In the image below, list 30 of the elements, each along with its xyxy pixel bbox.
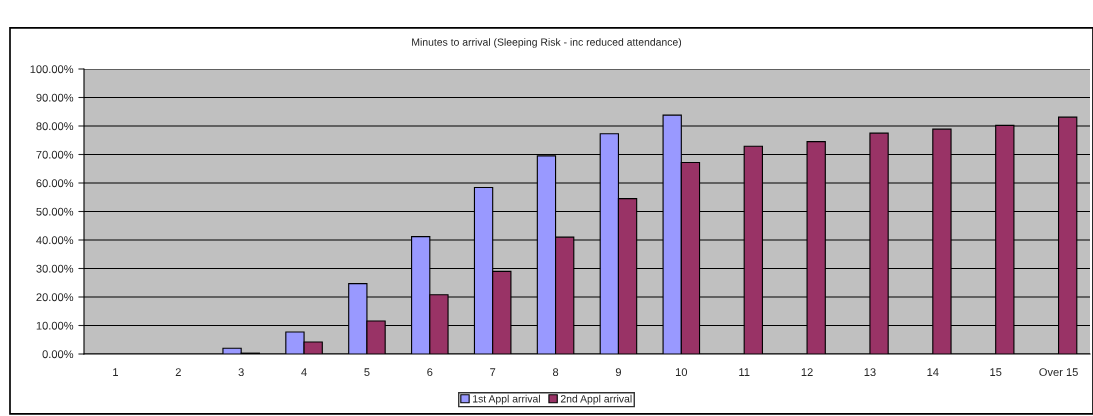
y-tick-label: 80.00% [36, 122, 74, 131]
x-tick-label: 9 [615, 368, 621, 377]
y-tick-label: 20.00% [36, 293, 74, 302]
y-tick-label: 70.00% [36, 150, 74, 159]
y-tick-label: 30.00% [36, 264, 74, 273]
legend-label: 1st Appl arrival [473, 394, 540, 405]
x-tick-label: 2 [175, 368, 181, 376]
y-tick-label: 90.00% [36, 93, 74, 102]
x-tick-label: 7 [490, 368, 496, 376]
x-tick-label: 11 [739, 368, 750, 376]
x-tick-label: 10 [675, 368, 688, 377]
y-tick-label: 100.00% [30, 65, 74, 74]
y-tick-label: 60.00% [36, 179, 74, 188]
x-tick-label: Over 15 [1039, 368, 1078, 377]
y-tick-label: 0.00% [42, 350, 74, 359]
y-tick-label: 10.00% [36, 321, 74, 330]
x-tick-label: 8 [552, 368, 559, 377]
y-tick-label: 40.00% [36, 236, 74, 245]
x-tick-label: 12 [801, 368, 813, 376]
x-tick-label: 14 [927, 368, 939, 376]
legend-label: 2nd Appl arrival [560, 394, 632, 405]
x-tick-label: 13 [864, 368, 876, 377]
x-tick-label: 6 [427, 368, 433, 377]
x-tick-label: 1 [113, 368, 118, 376]
x-tick-label: 15 [990, 368, 1002, 377]
x-tick-label: 3 [238, 368, 244, 377]
y-tick-label: 50.00% [36, 207, 74, 216]
chart-title: Minutes to arrival (Sleeping Risk - inc reduced attendance) [412, 38, 682, 48]
x-tick-label: 5 [364, 368, 370, 377]
x-tick-label: 4 [301, 368, 307, 376]
